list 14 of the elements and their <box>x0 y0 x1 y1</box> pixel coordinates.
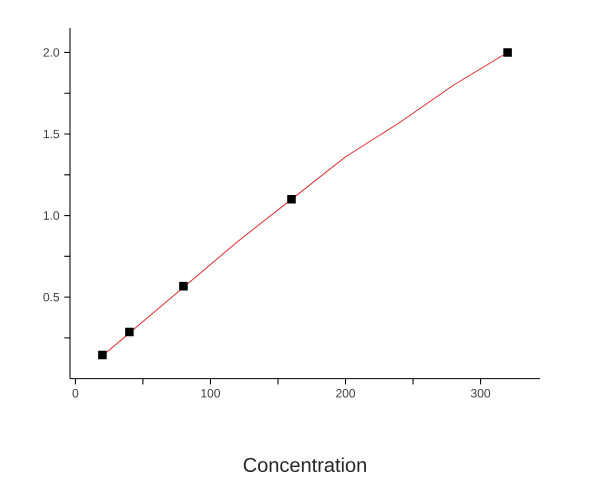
x-tick-label: 100 <box>201 389 220 398</box>
x-tick-label: 200 <box>336 389 356 398</box>
x-tick-label: 0 <box>72 389 78 398</box>
x-tick-label: 300 <box>471 389 490 398</box>
point <box>287 194 296 204</box>
y-tick-label: 1.0 <box>44 211 60 220</box>
point <box>179 282 188 290</box>
point <box>98 350 107 360</box>
point <box>125 328 134 336</box>
x-axis-title: Concentration <box>244 457 366 472</box>
y-tick-label: 0.5 <box>43 292 60 302</box>
y-tick-label: 2.0 <box>44 48 60 57</box>
point <box>503 48 512 57</box>
y-tick-label: 1.5 <box>44 130 60 138</box>
